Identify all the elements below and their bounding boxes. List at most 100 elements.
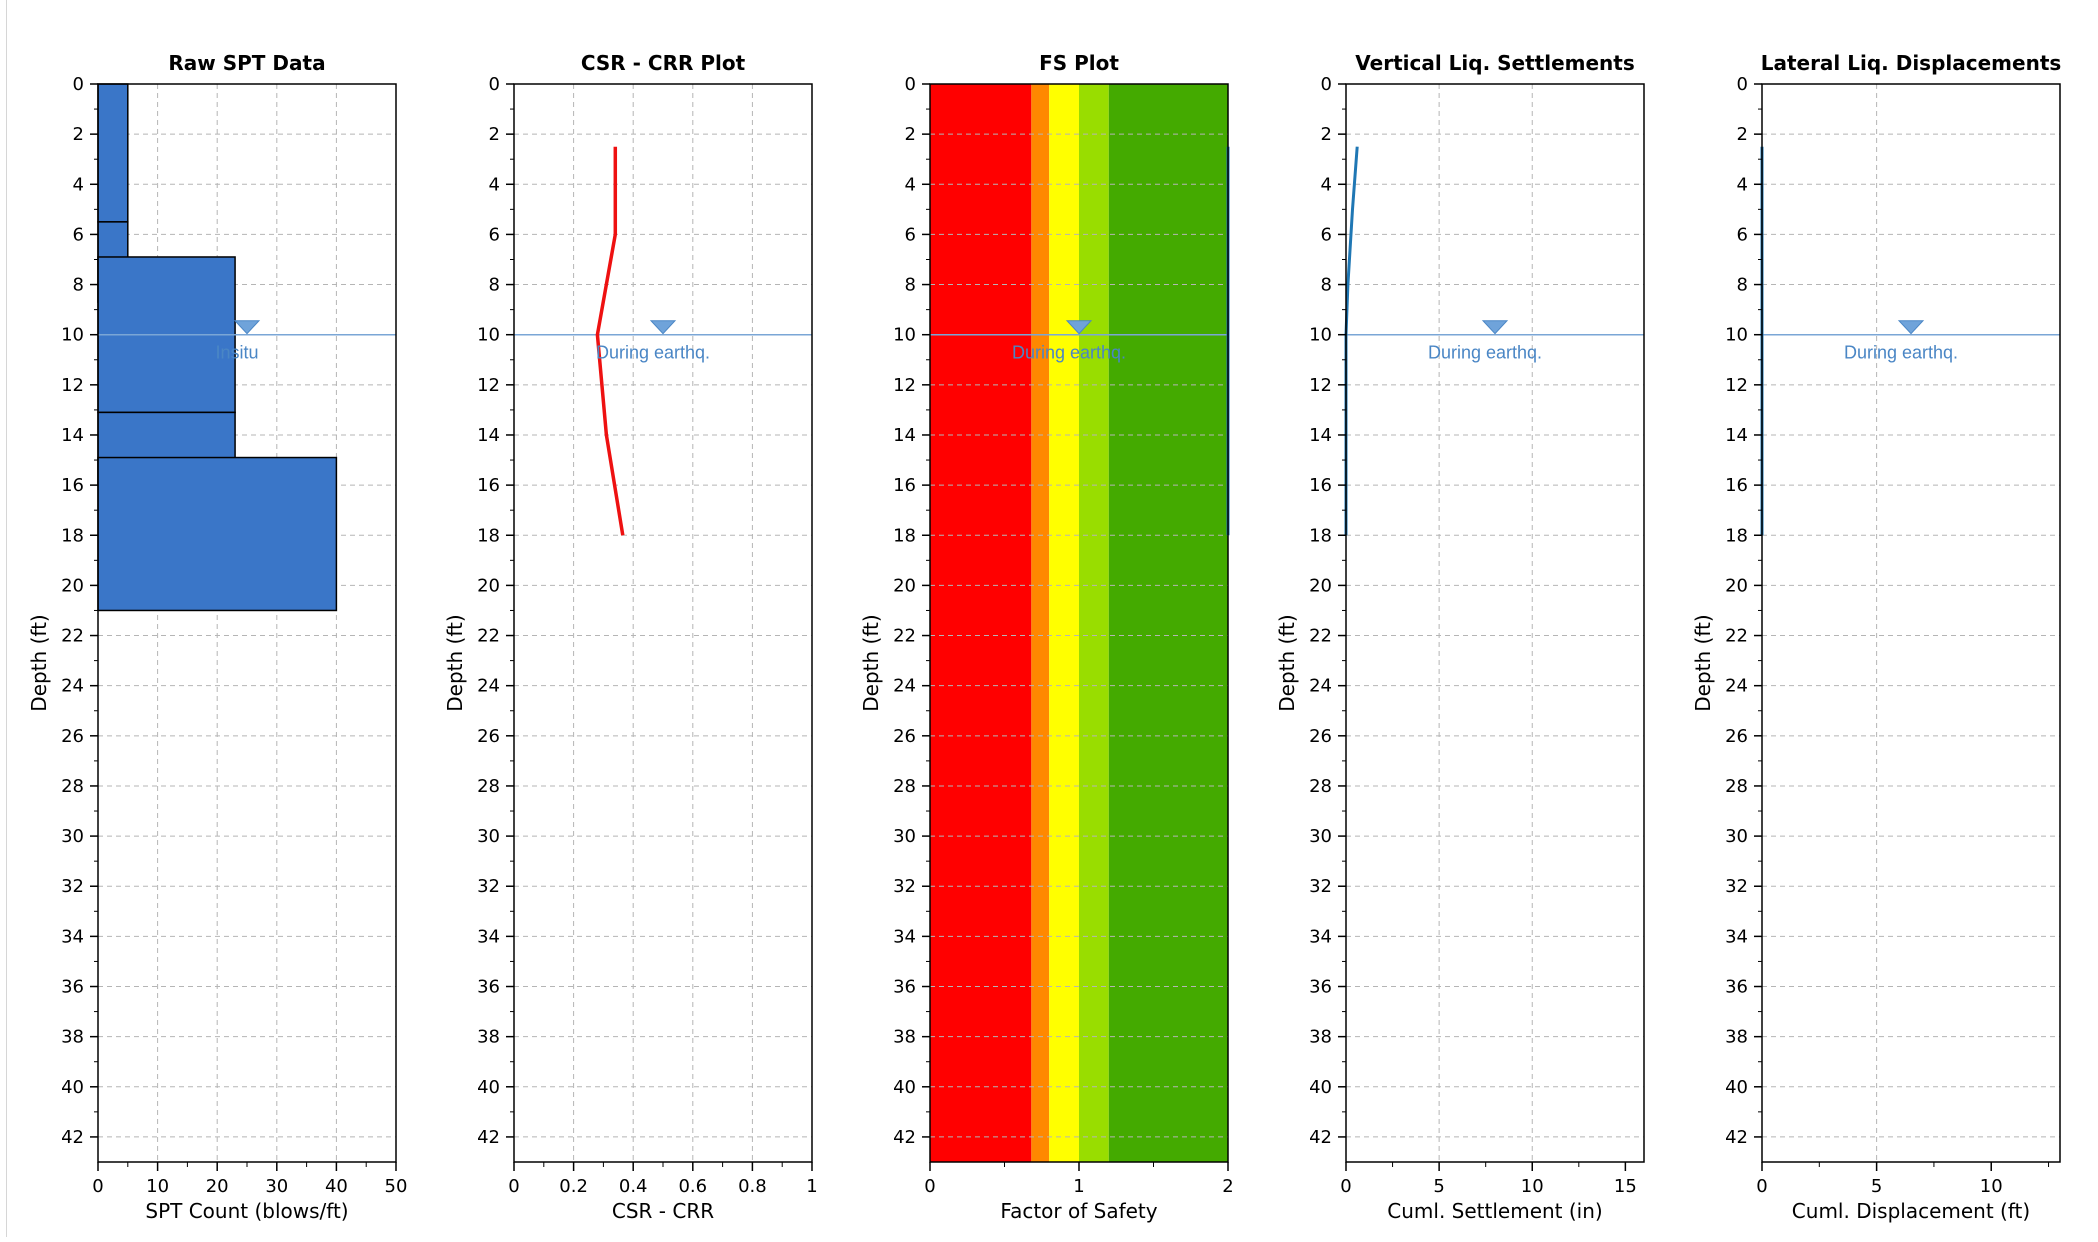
x-axis-label: SPT Count (blows/ft) (145, 1199, 348, 1223)
x-tick-label: 50 (385, 1176, 408, 1197)
x-tick-label: 0 (92, 1176, 103, 1197)
y-tick-label: 22 (1725, 626, 1748, 647)
water-table-marker (233, 320, 261, 335)
y-tick-label: 40 (1725, 1077, 1748, 1098)
y-tick-label: 0 (489, 74, 500, 95)
y-tick-label: 24 (477, 676, 500, 697)
y-tick-label: 30 (61, 826, 84, 847)
y-tick-label: 32 (1725, 876, 1748, 897)
y-tick-label: 2 (1737, 124, 1748, 145)
y-tick-label: 10 (61, 325, 84, 346)
y-tick-label: 34 (893, 926, 916, 947)
chart-title: Lateral Liq. Displacements (1761, 51, 2062, 75)
y-tick-label: 24 (893, 676, 916, 697)
y-tick-label: 30 (1725, 826, 1748, 847)
plot-frame (97, 83, 397, 1163)
y-tick-label: 20 (1725, 575, 1748, 596)
chart-title: CSR - CRR Plot (581, 51, 746, 75)
y-tick-label: 14 (477, 425, 500, 446)
water-table-marker (1897, 320, 1925, 335)
fs-band-0 (930, 84, 1032, 1162)
y-tick-label: 32 (61, 876, 84, 897)
x-tick-label: 5 (1433, 1176, 1444, 1197)
fs-band-1 (1031, 84, 1050, 1162)
y-tick-label: 36 (61, 977, 84, 998)
y-tick-label: 28 (477, 776, 500, 797)
plot-frame (513, 83, 813, 1163)
y-tick-label: 14 (893, 425, 916, 446)
y-tick-label: 14 (1725, 425, 1748, 446)
chart-spt: Insitu0246810121416182022242628303234363… (27, 51, 407, 1223)
y-tick-label: 22 (893, 626, 916, 647)
series-line (595, 146, 625, 536)
y-axis-label: Depth (ft) (27, 614, 51, 711)
y-tick-label: 26 (61, 726, 84, 747)
y-tick-label: 4 (1321, 174, 1332, 195)
y-tick-label: 16 (477, 475, 500, 496)
y-tick-label: 14 (1309, 425, 1332, 446)
y-tick-label: 30 (1309, 826, 1332, 847)
y-tick-label: 16 (1725, 475, 1748, 496)
y-tick-label: 18 (893, 525, 916, 546)
plot-frame (1345, 83, 1645, 1163)
y-tick-label: 34 (1309, 926, 1332, 947)
y-axis-label: Depth (ft) (859, 614, 883, 711)
chart-csr: During earthq.02468101214161820222426283… (443, 51, 818, 1223)
y-tick-label: 20 (893, 575, 916, 596)
y-tick-label: 28 (893, 776, 916, 797)
y-tick-label: 0 (73, 74, 84, 95)
y-tick-label: 26 (1309, 726, 1332, 747)
fs-band-4 (1108, 84, 1228, 1162)
y-tick-label: 12 (893, 375, 916, 396)
y-tick-label: 4 (73, 174, 84, 195)
water-table-marker (1065, 320, 1093, 335)
y-tick-label: 22 (1309, 626, 1332, 647)
y-tick-label: 42 (1309, 1127, 1332, 1148)
y-tick-label: 40 (477, 1077, 500, 1098)
y-tick-label: 2 (1321, 124, 1332, 145)
y-tick-label: 0 (905, 74, 916, 95)
y-tick-label: 10 (1725, 325, 1748, 346)
x-axis-label: Factor of Safety (1000, 1199, 1157, 1223)
y-tick-label: 40 (893, 1077, 916, 1098)
y-tick-label: 42 (61, 1127, 84, 1148)
y-tick-label: 18 (61, 525, 84, 546)
x-tick-label: 10 (146, 1176, 169, 1197)
x-tick-label: 30 (265, 1176, 288, 1197)
plot-frame (1761, 83, 2061, 1163)
y-axis-label: Depth (ft) (1691, 614, 1715, 711)
y-tick-label: 12 (1309, 375, 1332, 396)
water-table-label: During earthq. (1012, 343, 1126, 363)
y-tick-label: 10 (1309, 325, 1332, 346)
y-tick-label: 2 (73, 124, 84, 145)
x-tick-label: 2 (1222, 1176, 1233, 1197)
y-tick-label: 42 (893, 1127, 916, 1148)
y-tick-label: 2 (905, 124, 916, 145)
y-tick-label: 26 (893, 726, 916, 747)
y-tick-label: 6 (73, 224, 84, 245)
y-tick-label: 40 (1309, 1077, 1332, 1098)
y-tick-label: 20 (61, 575, 84, 596)
y-tick-label: 22 (61, 626, 84, 647)
x-tick-label: 15 (1614, 1176, 1637, 1197)
chart-settle: During earthq.02468101214161820222426283… (1275, 51, 1645, 1223)
y-tick-label: 34 (477, 926, 500, 947)
water-table-label: During earthq. (1844, 343, 1958, 363)
chart-fs: During earthq.02468101214161820222426283… (859, 51, 1234, 1223)
y-tick-label: 38 (1725, 1027, 1748, 1048)
y-tick-label: 8 (1737, 275, 1748, 296)
y-tick-label: 26 (1725, 726, 1748, 747)
y-axis-label: Depth (ft) (1275, 614, 1299, 711)
y-tick-label: 14 (61, 425, 84, 446)
y-tick-label: 6 (1737, 224, 1748, 245)
y-tick-label: 30 (477, 826, 500, 847)
y-tick-label: 28 (1725, 776, 1748, 797)
chart-lateral: During earthq.02468101214161820222426283… (1691, 51, 2061, 1223)
x-tick-label: 0.6 (678, 1176, 707, 1197)
y-tick-label: 36 (477, 977, 500, 998)
x-axis-label: Cuml. Settlement (in) (1387, 1199, 1602, 1223)
y-tick-label: 22 (477, 626, 500, 647)
y-tick-label: 10 (893, 325, 916, 346)
y-tick-label: 36 (1309, 977, 1332, 998)
